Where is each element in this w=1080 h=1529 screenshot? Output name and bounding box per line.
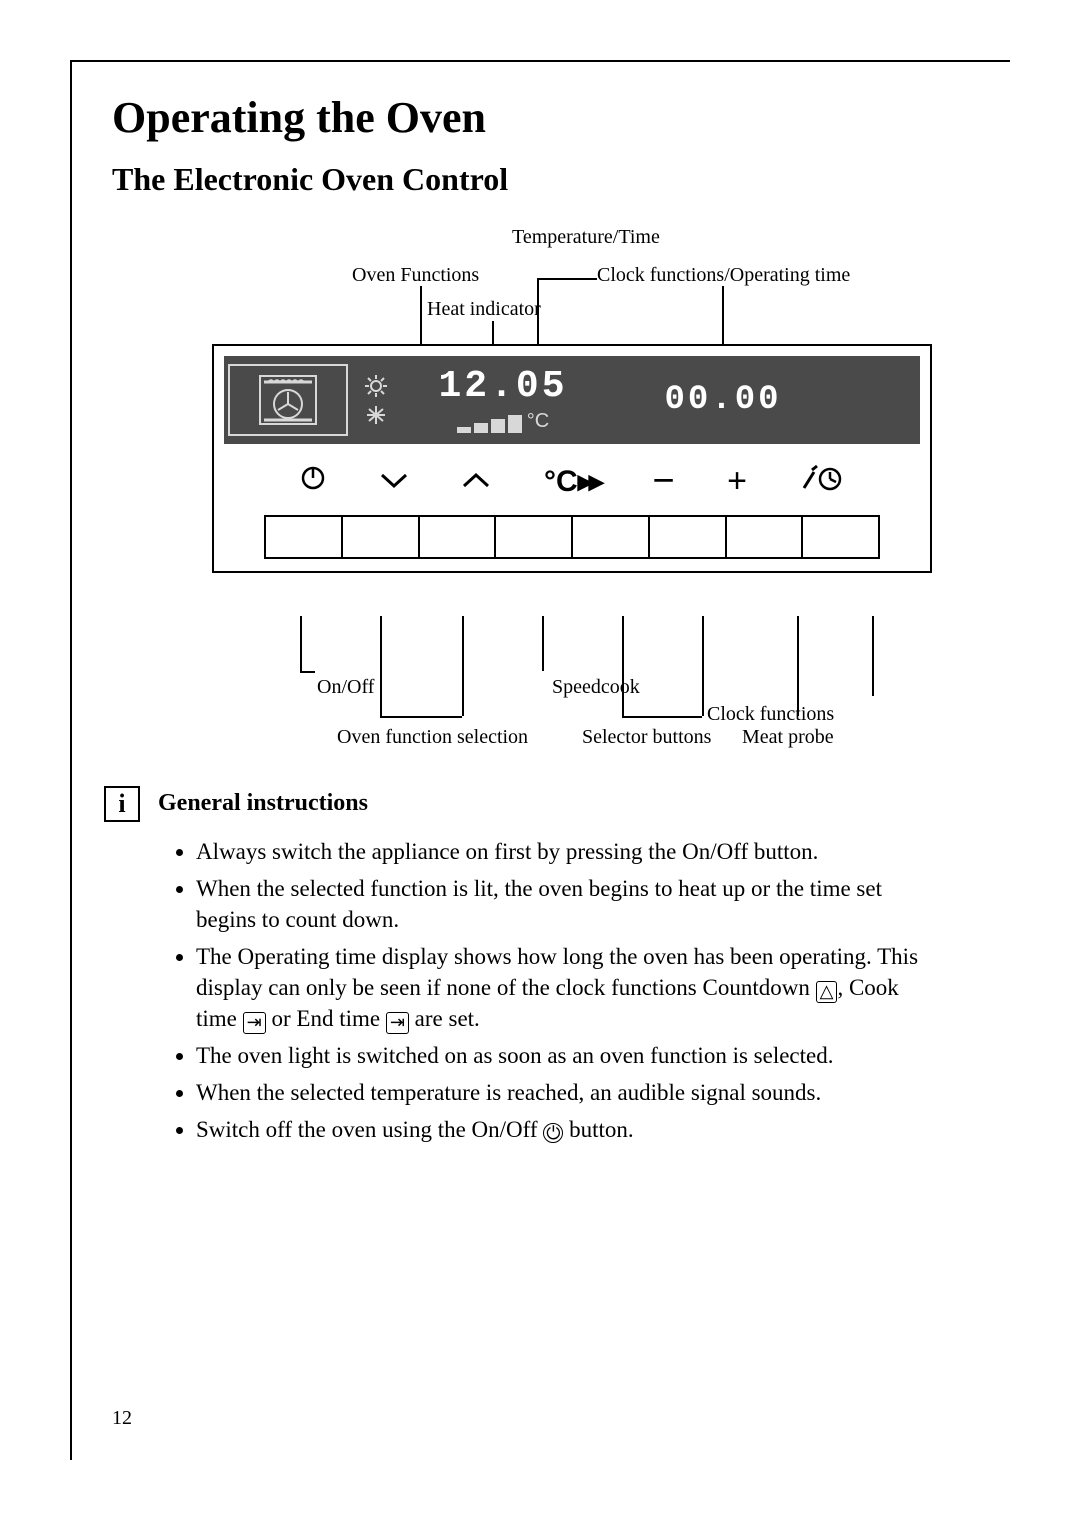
display-oven-function-icon — [228, 364, 348, 436]
meatprobe-clock-symbol — [800, 464, 844, 500]
onoff-inline-icon: ⏻ — [543, 1123, 563, 1143]
label-meat-probe: Meat probe — [742, 726, 834, 749]
fan-oven-icon — [258, 374, 318, 426]
label-clock-operating: Clock functions/Operating time — [597, 264, 850, 287]
label-heat-indicator: Heat indicator — [427, 298, 541, 321]
oven-panel: 12.05 °C 00.00 — [212, 344, 932, 573]
btn-func-down[interactable] — [343, 517, 420, 557]
info-heading-row: i General instructions — [112, 786, 960, 822]
temp-unit: °C — [527, 410, 549, 433]
label-oven-functions: Oven Functions — [352, 264, 479, 287]
instructions-list: Always switch the appliance on first by … — [174, 836, 960, 1145]
display-clock-operating: 00.00 — [643, 364, 803, 436]
leader-line — [300, 671, 315, 673]
leader-line — [622, 716, 702, 718]
label-temperature-time: Temperature/Time — [512, 226, 660, 249]
display-temperature-time: 12.05 °C — [403, 364, 603, 436]
leader-line — [622, 616, 624, 716]
list-item: Switch off the oven using the On/Off ⏻ b… — [196, 1114, 940, 1145]
control-panel-diagram: Temperature/Time Oven Functions Clock fu… — [162, 226, 982, 766]
leader-line — [722, 286, 724, 353]
button-strip — [264, 515, 880, 559]
leader-line — [537, 278, 597, 280]
leader-line — [537, 278, 539, 353]
countdown-icon: △ — [816, 981, 838, 1003]
leader-line — [702, 616, 704, 716]
heat-progress-bars: °C — [457, 410, 549, 433]
plus-symbol: + — [727, 462, 747, 501]
instructions-heading: General instructions — [158, 790, 368, 817]
clock-value: 00.00 — [664, 383, 781, 417]
leader-line — [420, 286, 422, 353]
list-item: The Operating time display shows how lon… — [196, 941, 940, 1034]
label-oven-func-selection: Oven function selection — [337, 726, 528, 749]
endtime-icon: ⇥ — [386, 1012, 409, 1034]
leader-line — [300, 616, 302, 671]
down-symbol — [379, 465, 409, 499]
btn-func-up[interactable] — [420, 517, 497, 557]
label-clock-functions: Clock functions — [707, 703, 834, 726]
label-speedcook: Speedcook — [552, 676, 640, 699]
up-symbol — [461, 465, 491, 499]
display-heat-indicator — [348, 364, 403, 436]
btn-onoff[interactable] — [266, 517, 343, 557]
btn-meatprobe[interactable] — [727, 517, 804, 557]
btn-speedcook[interactable] — [496, 517, 573, 557]
page-subtitle: The Electronic Oven Control — [112, 161, 960, 198]
leader-line — [542, 616, 544, 671]
page-frame: Operating the Oven The Electronic Oven C… — [70, 60, 1010, 1460]
minus-symbol: − — [652, 460, 674, 503]
btn-plus[interactable] — [650, 517, 727, 557]
onoff-symbol — [300, 465, 326, 499]
btn-clock[interactable] — [803, 517, 878, 557]
page-title: Operating the Oven — [112, 92, 960, 143]
label-selector-buttons: Selector buttons — [582, 726, 711, 749]
list-item: When the selected temperature is reached… — [196, 1077, 940, 1108]
list-item: Always switch the appliance on first by … — [196, 836, 940, 867]
label-onoff: On/Off — [317, 676, 374, 699]
snowflake-icon — [364, 404, 388, 426]
temp-time-value: 12.05 — [438, 368, 567, 406]
sun-icon — [364, 374, 388, 398]
leader-line — [380, 716, 462, 718]
cooktime-icon: ⇥ — [243, 1012, 266, 1034]
leader-line — [380, 616, 382, 716]
btn-minus[interactable] — [573, 517, 650, 557]
leader-line — [797, 616, 799, 716]
list-item: The oven light is switched on as soon as… — [196, 1040, 940, 1071]
page-number: 12 — [112, 1407, 132, 1430]
info-icon: i — [104, 786, 140, 822]
display-strip: 12.05 °C 00.00 — [224, 356, 920, 444]
leader-line — [872, 616, 874, 696]
speedcook-symbol: °C▸▸ — [544, 464, 600, 499]
list-item: When the selected function is lit, the o… — [196, 873, 940, 935]
button-symbol-row: °C▸▸ − + — [214, 454, 930, 509]
leader-line — [462, 616, 464, 716]
